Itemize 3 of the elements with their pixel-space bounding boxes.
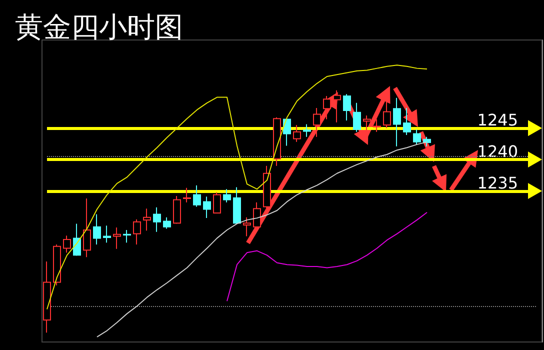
- y-tick-label: 1235: [477, 174, 518, 192]
- chart-title: 黄金四小时图: [15, 10, 183, 44]
- y-tick-label: 1245: [477, 110, 518, 130]
